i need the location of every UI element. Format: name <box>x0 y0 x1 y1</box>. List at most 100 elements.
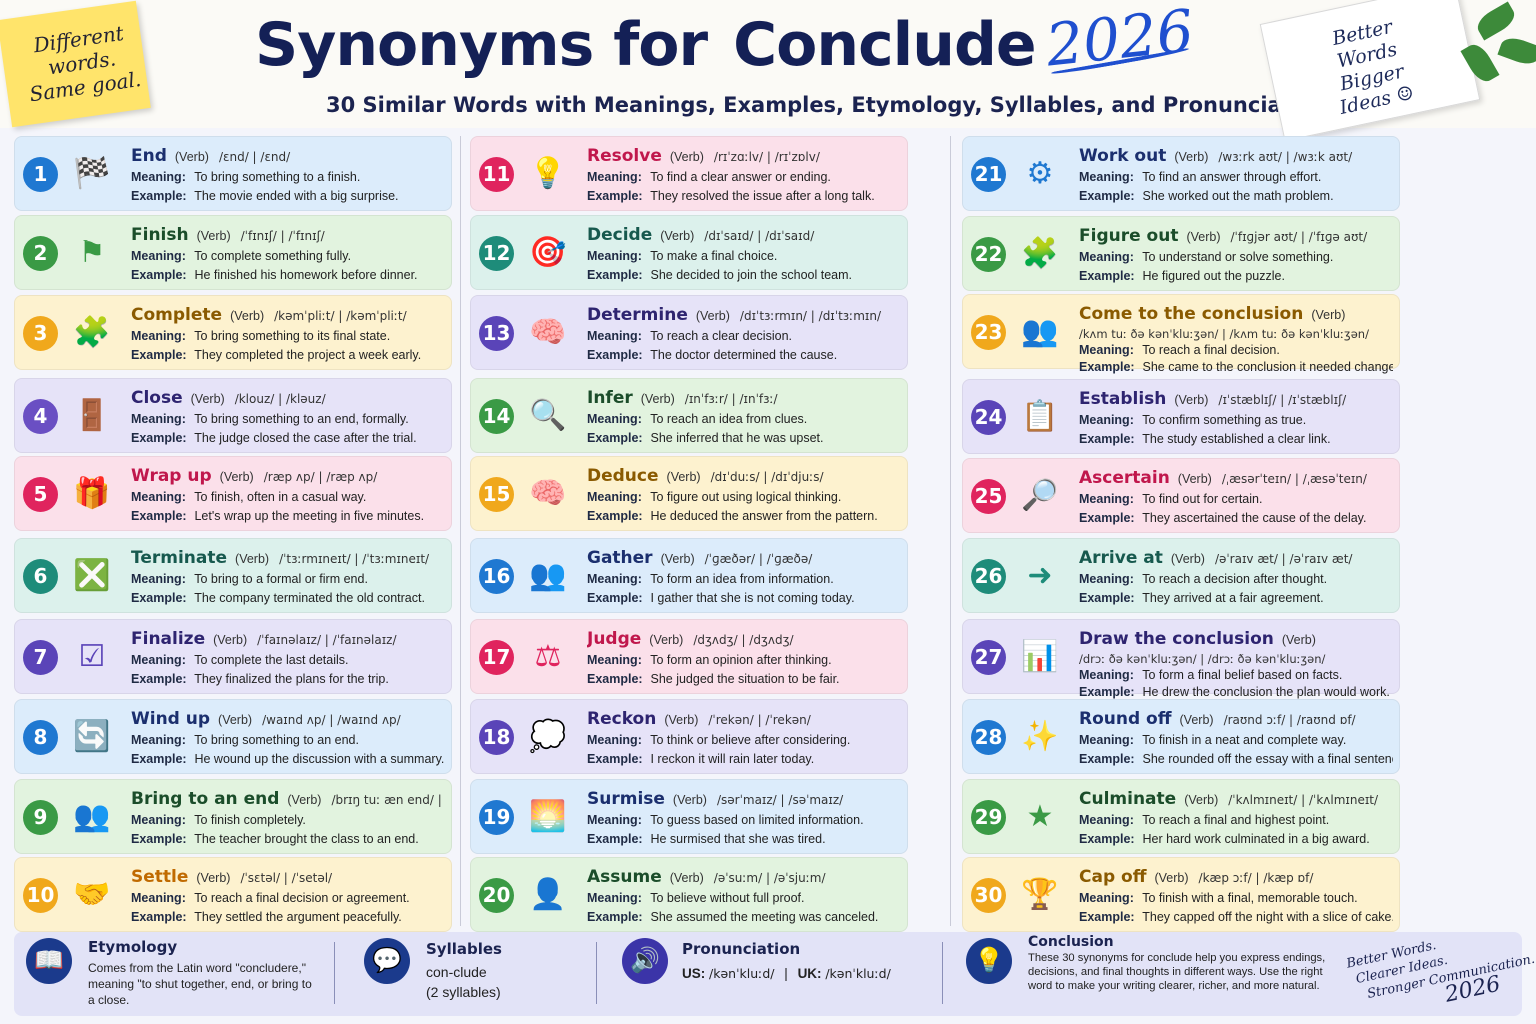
synonym-heading: Judge (Verb) /dʒʌdʒ/ | /dʒʌdʒ/ <box>587 628 901 651</box>
synonym-card: 4 🚪 Close (Verb) /klouz/ | /kləuz/Meaning: T… <box>14 378 452 453</box>
meaning-text: To reach a final and highest point. <box>1142 813 1330 827</box>
meaning-label: Meaning: <box>131 490 186 504</box>
handshake-icon: 🤝 <box>73 878 111 911</box>
example-label: Example: <box>587 591 643 605</box>
example-line: Example: She worked out the math problem… <box>1079 187 1393 206</box>
brain-icon: 🧠 <box>529 477 567 510</box>
puzzle-piece-icon: 🧩 <box>1021 237 1059 270</box>
example-line: Example: The judge closed the case after… <box>131 429 445 448</box>
meaning-line: Meaning: To form a final belief based on… <box>1079 667 1393 684</box>
meaning-label: Meaning: <box>587 733 642 747</box>
meaning-text: To complete the last details. <box>194 653 349 667</box>
ipa-pronunciation: /ˈfaɪnəlaɪz/ | /ˈfaɪnəlaɪz/ <box>257 633 397 647</box>
synonym-word: Close <box>131 388 183 408</box>
example-text: She inferred that he was upset. <box>650 431 824 445</box>
meaning-line: Meaning: To bring something to its final… <box>131 327 445 346</box>
synonym-word: Judge <box>587 629 642 649</box>
part-of-speech: (Verb) <box>1184 793 1219 807</box>
meaning-label: Meaning: <box>1079 891 1134 905</box>
meaning-line: Meaning: To find out for certain. <box>1079 490 1393 509</box>
synonym-word: Draw the conclusion <box>1079 629 1274 649</box>
part-of-speech: (Verb) <box>649 633 684 647</box>
synonym-word: Arrive at <box>1079 548 1163 568</box>
meaning-label: Meaning: <box>587 249 642 263</box>
meaning-text: To find a clear answer or ending. <box>650 170 831 184</box>
trophy-icon: 🏆 <box>1021 878 1059 911</box>
card-number-badge: 4 <box>23 399 58 434</box>
part-of-speech: (Verb) <box>664 713 699 727</box>
meaning-text: To bring something to an end, formally. <box>194 412 409 426</box>
example-label: Example: <box>1079 910 1135 924</box>
example-label: Example: <box>1079 269 1135 283</box>
speech-bubble-icon: 💬 <box>364 938 410 984</box>
meaning-label: Meaning: <box>587 490 642 504</box>
synonym-card: 12 🎯 Decide (Verb) /dɪˈsaɪd/ | /dɪˈsaɪd/Mean… <box>470 215 908 290</box>
checkered-flag-icon: 🏁 <box>73 157 111 190</box>
example-label: Example: <box>587 509 643 523</box>
part-of-speech: (Verb) <box>1311 308 1346 322</box>
example-line: Example: Let's wrap up the meeting in fi… <box>131 507 445 526</box>
example-text: I reckon it will rain later today. <box>650 752 815 766</box>
card-number-badge: 17 <box>479 640 514 675</box>
synonym-word: Finish <box>131 225 189 245</box>
ipa-pronunciation: /waɪnd ʌp/ | /waɪnd ʌp/ <box>262 713 401 727</box>
magnifier-icon: 🔍 <box>529 399 567 432</box>
sticky-note: Different words. Same goal. <box>0 0 151 128</box>
part-of-speech: (Verb) <box>213 633 248 647</box>
meaning-line: Meaning: To figure out using logical thi… <box>587 488 901 507</box>
example-line: Example: I gather that she is not coming… <box>587 589 901 608</box>
synonym-card: 17 ⚖ Judge (Verb) /dʒʌdʒ/ | /dʒʌdʒ/Meaning: … <box>470 619 908 694</box>
example-line: Example: She judged the situation to be … <box>587 670 901 689</box>
synonym-card: 13 🧠 Determine (Verb) /dɪˈtɜːrmɪn/ | /dɪˈtɜː… <box>470 295 908 370</box>
example-label: Example: <box>587 189 643 203</box>
example-label: Example: <box>1079 752 1135 766</box>
brain-icon: 🧠 <box>529 316 567 349</box>
synonym-word: Assume <box>587 867 662 887</box>
example-label: Example: <box>1079 189 1135 203</box>
meaning-label: Meaning: <box>1079 343 1134 357</box>
synonym-word: Work out <box>1079 146 1167 166</box>
etymology-text: Comes from the Latin word "concludere," … <box>88 961 312 1007</box>
meaning-line: Meaning: To complete the last details. <box>131 651 445 670</box>
synonym-word: Decide <box>587 225 653 245</box>
synonym-card: 11 💡 Resolve (Verb) /rɪˈzɑːlv/ | /rɪˈzɒlv/Me… <box>470 136 908 211</box>
example-text: He deduced the answer from the pattern. <box>650 509 878 523</box>
example-label: Example: <box>131 672 187 686</box>
footer-divider <box>334 942 335 1004</box>
uk-ipa: /kənˈkluːd/ <box>825 966 891 981</box>
synonym-card: 24 📋 Establish (Verb) /ɪˈstæblɪʃ/ | /ɪˈstæbl… <box>962 379 1400 454</box>
synonym-card: 23 👥 Come to the conclusion (Verb) /kʌm tuː … <box>962 294 1400 374</box>
synonym-word: Finalize <box>131 629 206 649</box>
synonym-heading: Figure out (Verb) /ˈfɪɡjər aʊt/ | /ˈfɪɡə a… <box>1079 225 1393 248</box>
example-label: Example: <box>587 431 643 445</box>
meaning-label: Meaning: <box>1079 668 1134 682</box>
synonym-heading: Wrap up (Verb) /ræp ʌp/ | /ræp ʌp/ <box>131 465 445 488</box>
synonym-card: 22 🧩 Figure out (Verb) /ˈfɪɡjər aʊt/ | /ˈfɪɡ… <box>962 216 1400 291</box>
synonym-card: 3 🧩 Complete (Verb) /kəmˈpliːt/ | /kəmˈpliːt… <box>14 295 452 370</box>
meaning-label: Meaning: <box>587 572 642 586</box>
example-text: They resolved the issue after a long tal… <box>650 189 875 203</box>
example-line: Example: They settled the argument peace… <box>131 908 445 927</box>
meaning-line: Meaning: To bring to a formal or firm en… <box>131 570 445 589</box>
meaning-text: To bring something to a finish. <box>194 170 361 184</box>
meaning-text: To make a final choice. <box>650 249 778 263</box>
meaning-text: To form an opinion after thinking. <box>650 653 832 667</box>
meaning-text: To guess based on limited information. <box>650 813 864 827</box>
syllables-count: (2 syllables) <box>426 984 501 1000</box>
meaning-label: Meaning: <box>131 653 186 667</box>
meaning-text: To form a final belief based on facts. <box>1142 668 1343 682</box>
part-of-speech: (Verb) <box>666 470 701 484</box>
example-line: Example: The study established a clear l… <box>1079 430 1393 449</box>
meaning-label: Meaning: <box>131 572 186 586</box>
meaning-text: To reach a clear decision. <box>650 329 792 343</box>
synonym-heading: Come to the conclusion (Verb) <box>1079 303 1393 326</box>
sunrise-icon: 🌅 <box>529 800 567 833</box>
synonym-word: Bring to an end <box>131 789 280 809</box>
synonym-card: 1 🏁 End (Verb) /ɛnd/ | /ɛnd/Meaning: To brin… <box>14 136 452 211</box>
synonym-heading: Assume (Verb) /əˈsuːm/ | /əˈsjuːm/ <box>587 866 901 889</box>
card-number-badge: 19 <box>479 800 514 835</box>
ipa-pronunciation: /ˈtɜːrmɪneɪt/ | /ˈtɜːmɪneɪt/ <box>279 552 430 566</box>
synonym-word: Surmise <box>587 789 665 809</box>
part-of-speech: (Verb) <box>660 229 695 243</box>
synonym-word: Cap off <box>1079 867 1147 887</box>
